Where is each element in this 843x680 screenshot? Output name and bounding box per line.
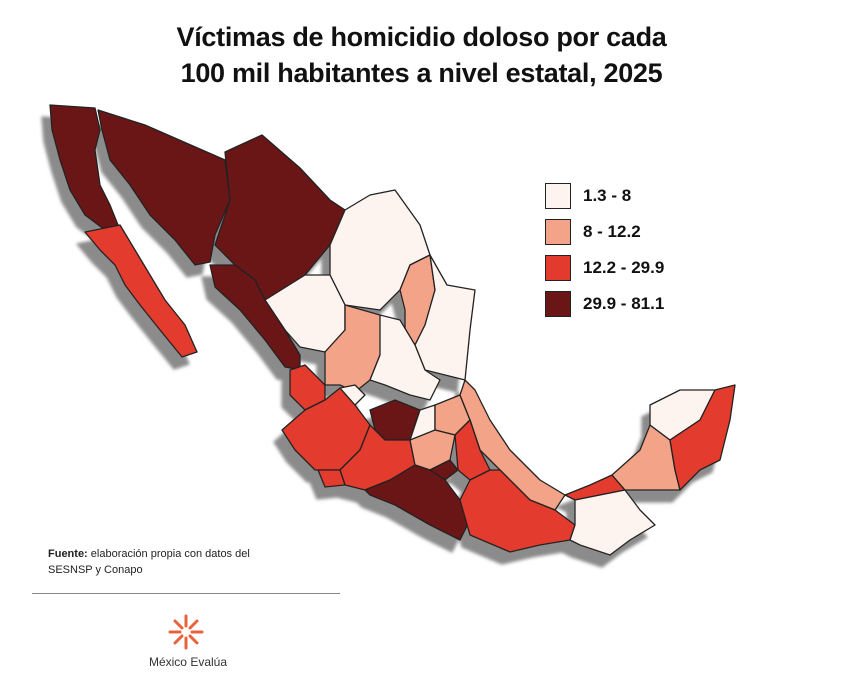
legend-swatch: [545, 255, 571, 281]
legend-label: 29.9 - 81.1: [583, 294, 665, 313]
source-text: elaboración propia con datos del SESNSP …: [48, 548, 250, 576]
source: Fuente: elaboración propia con datos del…: [48, 546, 268, 578]
logo-text: México Evalúa: [148, 655, 228, 669]
state: [414, 254, 476, 381]
state: [459, 469, 576, 553]
state: [97, 109, 231, 266]
logo-icon: [168, 614, 204, 650]
state: [369, 314, 441, 401]
state: [209, 264, 301, 371]
source-label: Fuente:: [48, 548, 88, 560]
state: [669, 384, 736, 491]
legend-swatch: [545, 183, 571, 209]
state: [317, 469, 346, 488]
legend-item: 1.3 - 8: [545, 178, 664, 214]
title-line: 100 mil habitantes a nivel estatal, 2025: [180, 58, 663, 88]
legend: 1.3 - 8 8 - 12.2 12.2 - 29.9 29.9 - 81.1: [545, 178, 664, 322]
legend-item: 29.9 - 81.1: [545, 286, 664, 322]
legend-item: 12.2 - 29.9: [545, 250, 664, 286]
states: [49, 104, 736, 556]
title-line: Víctimas de homicidio doloso por cada: [176, 22, 667, 52]
legend-label: 12.2 - 29.9: [583, 258, 665, 277]
legend-label: 1.3 - 8: [583, 186, 632, 205]
divider: [32, 593, 340, 594]
legend-label: 8 - 12.2: [583, 222, 641, 241]
state: [339, 384, 366, 406]
legend-item: 8 - 12.2: [545, 214, 664, 250]
state: [84, 224, 198, 358]
legend-swatch: [545, 291, 571, 317]
legend-swatch: [545, 219, 571, 245]
state: [569, 489, 656, 556]
